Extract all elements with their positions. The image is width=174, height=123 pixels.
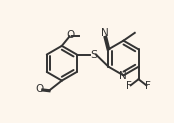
Text: O: O xyxy=(66,30,74,40)
Text: F: F xyxy=(126,81,132,91)
Text: F: F xyxy=(145,81,151,91)
Text: N: N xyxy=(119,71,127,81)
Text: O: O xyxy=(36,84,44,94)
Text: S: S xyxy=(90,50,97,60)
Text: N: N xyxy=(101,28,109,38)
